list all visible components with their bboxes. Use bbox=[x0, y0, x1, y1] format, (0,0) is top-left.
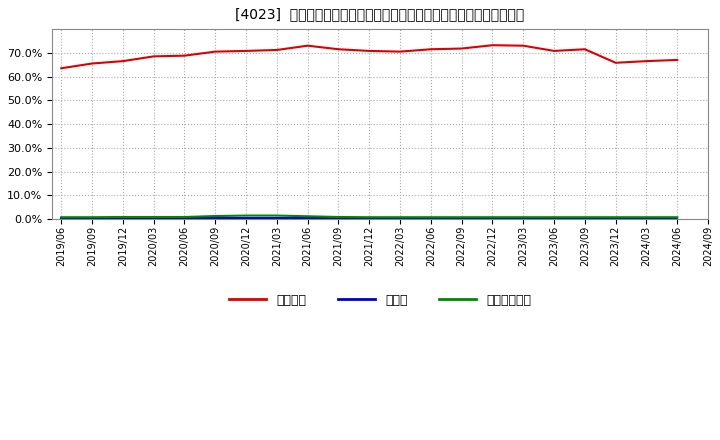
自己資本 bbox=[611, 60, 620, 66]
繰延税金資産 bbox=[180, 214, 189, 220]
自己資本 bbox=[488, 43, 497, 48]
繰延税金資産 bbox=[519, 215, 528, 220]
のれん bbox=[396, 216, 405, 221]
繰延税金資産 bbox=[488, 215, 497, 220]
のれん bbox=[242, 216, 251, 221]
のれん bbox=[519, 216, 528, 221]
自己資本 bbox=[303, 43, 312, 48]
繰延税金資産 bbox=[334, 214, 343, 220]
繰延税金資産 bbox=[611, 215, 620, 220]
のれん bbox=[149, 216, 158, 221]
自己資本 bbox=[642, 59, 651, 64]
繰延税金資産 bbox=[396, 215, 405, 220]
のれん bbox=[426, 216, 435, 221]
Legend: 自己資本, のれん, 繰延税金資産: 自己資本, のれん, 繰延税金資産 bbox=[224, 289, 536, 312]
自己資本 bbox=[426, 47, 435, 52]
のれん bbox=[273, 216, 282, 221]
繰延税金資産 bbox=[426, 215, 435, 220]
繰延税金資産 bbox=[457, 215, 466, 220]
自己資本 bbox=[57, 66, 66, 71]
自己資本 bbox=[180, 53, 189, 59]
のれん bbox=[611, 216, 620, 221]
繰延税金資産 bbox=[580, 215, 589, 220]
繰延税金資産 bbox=[642, 215, 651, 220]
自己資本 bbox=[396, 49, 405, 54]
自己資本 bbox=[550, 48, 559, 54]
自己資本 bbox=[334, 47, 343, 52]
のれん bbox=[365, 216, 374, 221]
繰延税金資産 bbox=[88, 215, 96, 220]
Line: 繰延税金資産: 繰延税金資産 bbox=[61, 216, 678, 217]
自己資本 bbox=[457, 46, 466, 51]
繰延税金資産 bbox=[119, 214, 127, 220]
自己資本 bbox=[119, 59, 127, 64]
のれん bbox=[642, 216, 651, 221]
Title: [4023]  自己資本、のれん、繰延税金資産の総資産に対する比率の推移: [4023] 自己資本、のれん、繰延税金資産の総資産に対する比率の推移 bbox=[235, 7, 525, 21]
のれん bbox=[550, 216, 559, 221]
自己資本 bbox=[673, 57, 682, 62]
のれん bbox=[673, 216, 682, 221]
繰延税金資産 bbox=[303, 214, 312, 219]
自己資本 bbox=[211, 49, 220, 54]
のれん bbox=[334, 216, 343, 221]
自己資本 bbox=[273, 48, 282, 53]
繰延税金資産 bbox=[242, 213, 251, 218]
のれん bbox=[88, 216, 96, 221]
のれん bbox=[211, 216, 220, 221]
繰延税金資産 bbox=[365, 215, 374, 220]
のれん bbox=[180, 216, 189, 221]
Line: 自己資本: 自己資本 bbox=[61, 45, 678, 68]
繰延税金資産 bbox=[211, 213, 220, 219]
繰延税金資産 bbox=[673, 215, 682, 220]
繰延税金資産 bbox=[57, 215, 66, 220]
繰延税金資産 bbox=[550, 215, 559, 220]
自己資本 bbox=[242, 48, 251, 54]
のれん bbox=[488, 216, 497, 221]
自己資本 bbox=[88, 61, 96, 66]
自己資本 bbox=[149, 54, 158, 59]
自己資本 bbox=[365, 48, 374, 54]
のれん bbox=[57, 216, 66, 221]
繰延税金資産 bbox=[149, 214, 158, 220]
のれん bbox=[457, 216, 466, 221]
自己資本 bbox=[519, 43, 528, 48]
のれん bbox=[303, 216, 312, 221]
のれん bbox=[119, 216, 127, 221]
繰延税金資産 bbox=[273, 213, 282, 218]
のれん bbox=[580, 216, 589, 221]
自己資本 bbox=[580, 47, 589, 52]
